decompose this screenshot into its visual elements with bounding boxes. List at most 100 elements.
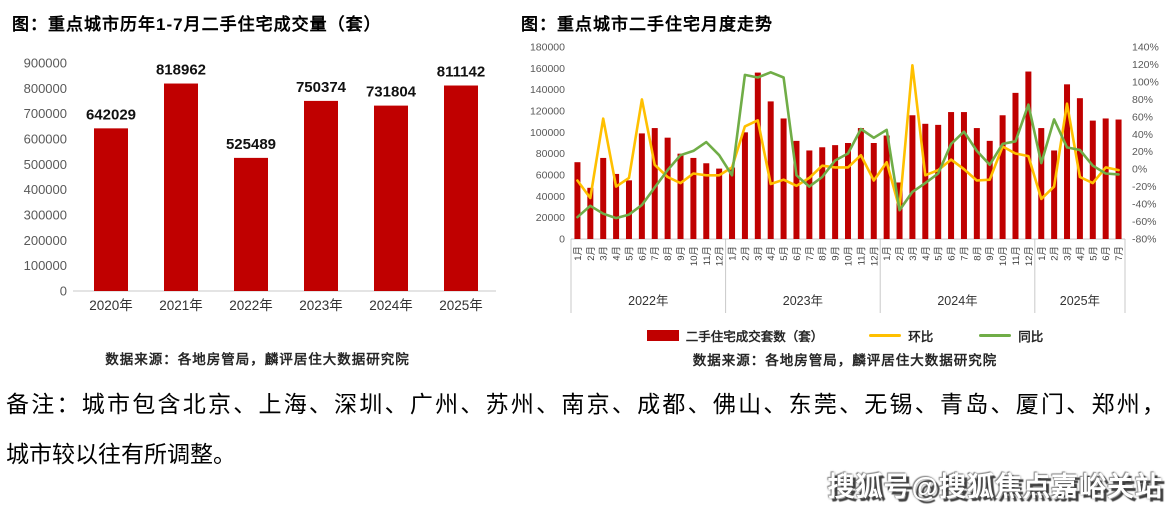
svg-text:80000: 80000	[536, 148, 565, 160]
svg-text:8月: 8月	[818, 246, 829, 261]
svg-text:818962: 818962	[156, 62, 206, 79]
svg-text:5月: 5月	[1088, 246, 1099, 261]
legend-item-同比: 同比	[979, 326, 1043, 345]
svg-text:10月: 10月	[998, 246, 1009, 266]
svg-text:12月: 12月	[1024, 246, 1035, 266]
svg-text:5月: 5月	[779, 246, 790, 261]
svg-text:-40%: -40%	[1132, 199, 1157, 211]
svg-text:2023年: 2023年	[299, 298, 343, 313]
svg-text:20%: 20%	[1132, 146, 1153, 158]
svg-text:8月: 8月	[972, 246, 983, 261]
svg-text:2023年: 2023年	[783, 294, 823, 308]
annual-chart-title: 图：重点城市历年1-7月二手住宅成交量（套）	[12, 15, 382, 34]
svg-text:5月: 5月	[934, 246, 945, 261]
annual-bar-chart: 0 100000 200000 300000 400000 500000 600000 700…	[24, 56, 496, 313]
svg-text:4月: 4月	[612, 246, 623, 261]
svg-text:140%: 140%	[1132, 42, 1159, 54]
svg-text:100%: 100%	[1132, 76, 1159, 88]
svg-text:10月: 10月	[844, 246, 855, 266]
svg-text:7月: 7月	[650, 246, 661, 261]
svg-text:4月: 4月	[1075, 246, 1086, 261]
svg-text:160000: 160000	[530, 63, 565, 75]
svg-text:3月: 3月	[599, 246, 610, 261]
svg-text:2月: 2月	[586, 246, 597, 261]
svg-text:5月: 5月	[624, 246, 635, 261]
svg-text:7月: 7月	[805, 246, 816, 261]
legend-label: 二手住宅成交套数（套）	[685, 330, 824, 344]
svg-text:1月: 1月	[1037, 246, 1048, 261]
footnote-line-2: 城市较以往有所调整。	[6, 442, 236, 467]
svg-text:3月: 3月	[753, 246, 764, 261]
svg-text:1月: 1月	[573, 246, 584, 261]
svg-text:11月: 11月	[856, 246, 867, 265]
watermark: 搜狐号@搜狐焦点嘉峪关站	[827, 472, 1163, 502]
svg-text:40000: 40000	[536, 191, 565, 203]
svg-text:2022年: 2022年	[229, 298, 273, 313]
svg-text:0: 0	[559, 234, 565, 246]
legend-line-swatch	[869, 333, 902, 338]
svg-text:40%: 40%	[1132, 129, 1153, 141]
svg-text:4月: 4月	[766, 246, 777, 261]
svg-text:8月: 8月	[663, 246, 674, 261]
monthly-trend-panel: 图：重点城市二手住宅月度走势 0 20000 40000 60000 80000 1000…	[505, 0, 1171, 369]
svg-text:200000: 200000	[24, 233, 67, 248]
svg-text:7月: 7月	[1114, 246, 1125, 261]
svg-text:2020年: 2020年	[89, 298, 133, 313]
svg-text:800000: 800000	[24, 81, 67, 96]
svg-text:9月: 9月	[831, 246, 842, 261]
svg-text:400000: 400000	[24, 182, 67, 197]
svg-text:2月: 2月	[740, 246, 751, 261]
svg-text:12月: 12月	[869, 246, 880, 266]
svg-text:-20%: -20%	[1132, 181, 1157, 193]
annual-chart-source: 数据来源：各地房管局，麟评居住大数据研究院	[105, 352, 410, 367]
footnote-line-1: 备注：城市包含北京、上海、深圳、广州、苏州、南京、成都、佛山、东莞、无锡、青岛、…	[6, 392, 1165, 417]
svg-text:750374: 750374	[296, 79, 347, 96]
svg-text:525489: 525489	[226, 136, 276, 153]
legend-label: 环比	[908, 330, 934, 344]
svg-text:2月: 2月	[1050, 246, 1061, 261]
svg-text:3月: 3月	[908, 246, 919, 261]
svg-text:60%: 60%	[1132, 111, 1153, 123]
annual-bar-chart-panel: 图：重点城市历年1-7月二手住宅成交量（套） 0 100000 200000 3000…	[0, 0, 505, 368]
svg-text:12月: 12月	[715, 246, 726, 266]
svg-text:900000: 900000	[24, 56, 67, 71]
svg-text:140000: 140000	[530, 84, 565, 96]
svg-text:2024年: 2024年	[369, 298, 413, 313]
svg-text:6月: 6月	[792, 246, 803, 261]
svg-text:120%: 120%	[1132, 59, 1159, 71]
svg-text:-80%: -80%	[1132, 234, 1157, 246]
svg-text:1月: 1月	[882, 246, 893, 261]
svg-text:0%: 0%	[1132, 164, 1147, 176]
svg-text:9月: 9月	[676, 246, 687, 261]
svg-text:6月: 6月	[947, 246, 958, 261]
svg-text:10月: 10月	[689, 246, 700, 266]
svg-text:731804: 731804	[366, 84, 417, 101]
combo-chart-legend: 二手住宅成交套数（套） 环比 同比	[519, 326, 1171, 345]
charts-row: 图：重点城市历年1-7月二手住宅成交量（套） 0 100000 200000 3000…	[0, 0, 1171, 369]
svg-text:80%: 80%	[1132, 94, 1153, 106]
svg-text:100000: 100000	[530, 127, 565, 139]
monthly-chart-title: 图：重点城市二手住宅月度走势	[521, 15, 773, 34]
legend-item-环比: 环比	[869, 326, 933, 345]
svg-text:60000: 60000	[536, 170, 565, 182]
svg-text:2025年: 2025年	[1060, 294, 1100, 308]
svg-text:6月: 6月	[637, 246, 648, 261]
svg-text:600000: 600000	[24, 132, 67, 147]
svg-text:20000: 20000	[536, 212, 565, 224]
legend-line-swatch	[979, 333, 1012, 338]
svg-text:0: 0	[60, 284, 67, 299]
svg-text:2月: 2月	[895, 246, 906, 261]
legend-bar-swatch	[646, 330, 679, 341]
svg-text:180000: 180000	[530, 42, 565, 54]
svg-text:9月: 9月	[985, 246, 996, 261]
svg-text:7月: 7月	[959, 246, 970, 261]
svg-text:700000: 700000	[24, 106, 67, 121]
svg-text:811142: 811142	[437, 64, 485, 81]
svg-text:500000: 500000	[24, 157, 67, 172]
svg-text:2025年: 2025年	[439, 298, 483, 313]
footnote: 备注：城市包含北京、上海、深圳、广州、苏州、南京、成都、佛山、东莞、无锡、青岛、…	[6, 385, 1165, 469]
svg-text:11月: 11月	[702, 246, 713, 265]
svg-text:-60%: -60%	[1132, 216, 1157, 228]
svg-text:642029: 642029	[86, 106, 136, 123]
